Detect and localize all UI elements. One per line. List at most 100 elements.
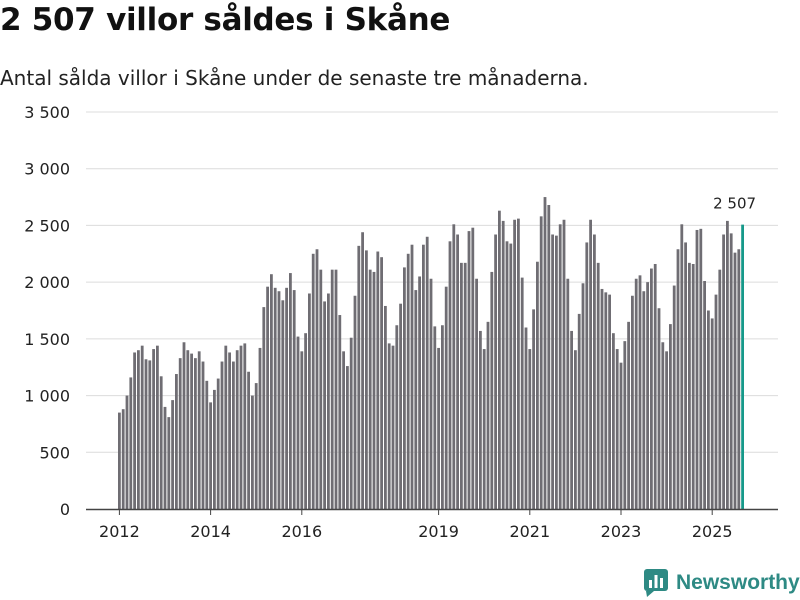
bar bbox=[680, 224, 684, 510]
bar bbox=[714, 294, 718, 509]
bar bbox=[410, 244, 414, 509]
bar bbox=[604, 292, 608, 509]
bar bbox=[471, 227, 475, 509]
bar bbox=[186, 350, 190, 509]
bar bbox=[292, 290, 296, 509]
y-tick-label: 2 500 bbox=[24, 216, 70, 235]
bar bbox=[361, 232, 364, 510]
bar bbox=[308, 293, 311, 509]
bar bbox=[642, 291, 646, 509]
bar bbox=[323, 301, 326, 509]
bar bbox=[608, 294, 611, 509]
bar bbox=[638, 275, 642, 509]
bar bbox=[175, 374, 178, 509]
y-tick-label: 3 000 bbox=[24, 160, 70, 179]
bar bbox=[224, 345, 228, 509]
bar bbox=[551, 234, 554, 509]
bar bbox=[296, 336, 300, 509]
bar bbox=[327, 293, 330, 509]
bar bbox=[661, 342, 665, 509]
bar bbox=[281, 300, 285, 509]
bar-highlight bbox=[741, 224, 744, 509]
bar bbox=[121, 409, 125, 509]
bar bbox=[182, 342, 186, 509]
bar bbox=[528, 349, 532, 509]
bar bbox=[596, 262, 600, 509]
bar bbox=[140, 345, 144, 509]
brand-logo[interactable]: Newsworthy bbox=[644, 569, 800, 597]
bar bbox=[391, 345, 395, 509]
bar bbox=[733, 252, 737, 509]
bar bbox=[422, 244, 425, 509]
bar bbox=[437, 347, 440, 509]
bar bbox=[676, 249, 680, 509]
bar bbox=[300, 351, 304, 509]
bar bbox=[137, 350, 140, 509]
bar bbox=[627, 321, 630, 509]
bar bbox=[490, 271, 494, 509]
bar bbox=[365, 250, 368, 509]
bar bbox=[566, 278, 570, 509]
bar bbox=[562, 219, 566, 509]
bar bbox=[353, 295, 357, 509]
annotations: 2 507 bbox=[713, 195, 756, 213]
bar bbox=[722, 234, 725, 509]
bar bbox=[536, 261, 539, 509]
bar bbox=[623, 341, 627, 509]
bar bbox=[619, 362, 623, 509]
bar bbox=[216, 378, 220, 509]
bar bbox=[726, 220, 729, 509]
bar bbox=[718, 269, 722, 509]
bar bbox=[699, 228, 703, 509]
bar bbox=[342, 351, 345, 509]
y-tick-label: 1 500 bbox=[24, 330, 70, 349]
bar bbox=[631, 295, 634, 509]
bar bbox=[247, 371, 250, 509]
bar bbox=[387, 343, 391, 509]
bar bbox=[513, 219, 516, 509]
y-tick-label: 3 500 bbox=[24, 103, 70, 122]
bar bbox=[494, 234, 497, 509]
bar bbox=[418, 276, 421, 509]
bar bbox=[376, 251, 380, 509]
bar bbox=[399, 303, 402, 509]
bar bbox=[197, 351, 201, 509]
bar bbox=[612, 333, 615, 509]
bar bbox=[270, 274, 273, 509]
bar bbox=[285, 287, 288, 509]
bar bbox=[570, 330, 573, 509]
bar bbox=[585, 242, 589, 509]
bar bbox=[414, 290, 418, 509]
bars bbox=[118, 197, 744, 510]
brand-name: Newsworthy bbox=[676, 571, 800, 594]
bar bbox=[384, 305, 387, 509]
bar bbox=[266, 286, 269, 509]
last-value-label: 2 507 bbox=[713, 195, 756, 213]
bar bbox=[129, 377, 133, 509]
bar bbox=[228, 352, 231, 509]
bar bbox=[304, 333, 307, 509]
newsworthy-logo-icon bbox=[644, 569, 668, 597]
bar bbox=[441, 325, 444, 509]
bar bbox=[509, 243, 513, 509]
y-axis-ticks: 0 500 1 000 1 500 2 000 2 500 3 000 3 500 bbox=[24, 103, 70, 519]
bar bbox=[235, 350, 239, 509]
bar bbox=[258, 347, 262, 509]
x-tick-label: 2012 bbox=[99, 522, 140, 541]
bar bbox=[171, 400, 174, 509]
bar bbox=[144, 359, 148, 509]
bar bbox=[167, 417, 171, 509]
bar bbox=[532, 309, 535, 509]
chart-subtitle: Antal sålda villor i Skåne under de sena… bbox=[0, 66, 589, 90]
bar bbox=[262, 307, 266, 509]
bar bbox=[650, 268, 653, 509]
bar bbox=[346, 366, 349, 509]
bar bbox=[125, 395, 129, 509]
bar bbox=[380, 257, 383, 509]
x-tick-label: 2014 bbox=[190, 522, 231, 541]
bar bbox=[707, 310, 710, 509]
bar bbox=[273, 287, 277, 509]
bar bbox=[406, 253, 410, 509]
bar bbox=[539, 216, 543, 509]
